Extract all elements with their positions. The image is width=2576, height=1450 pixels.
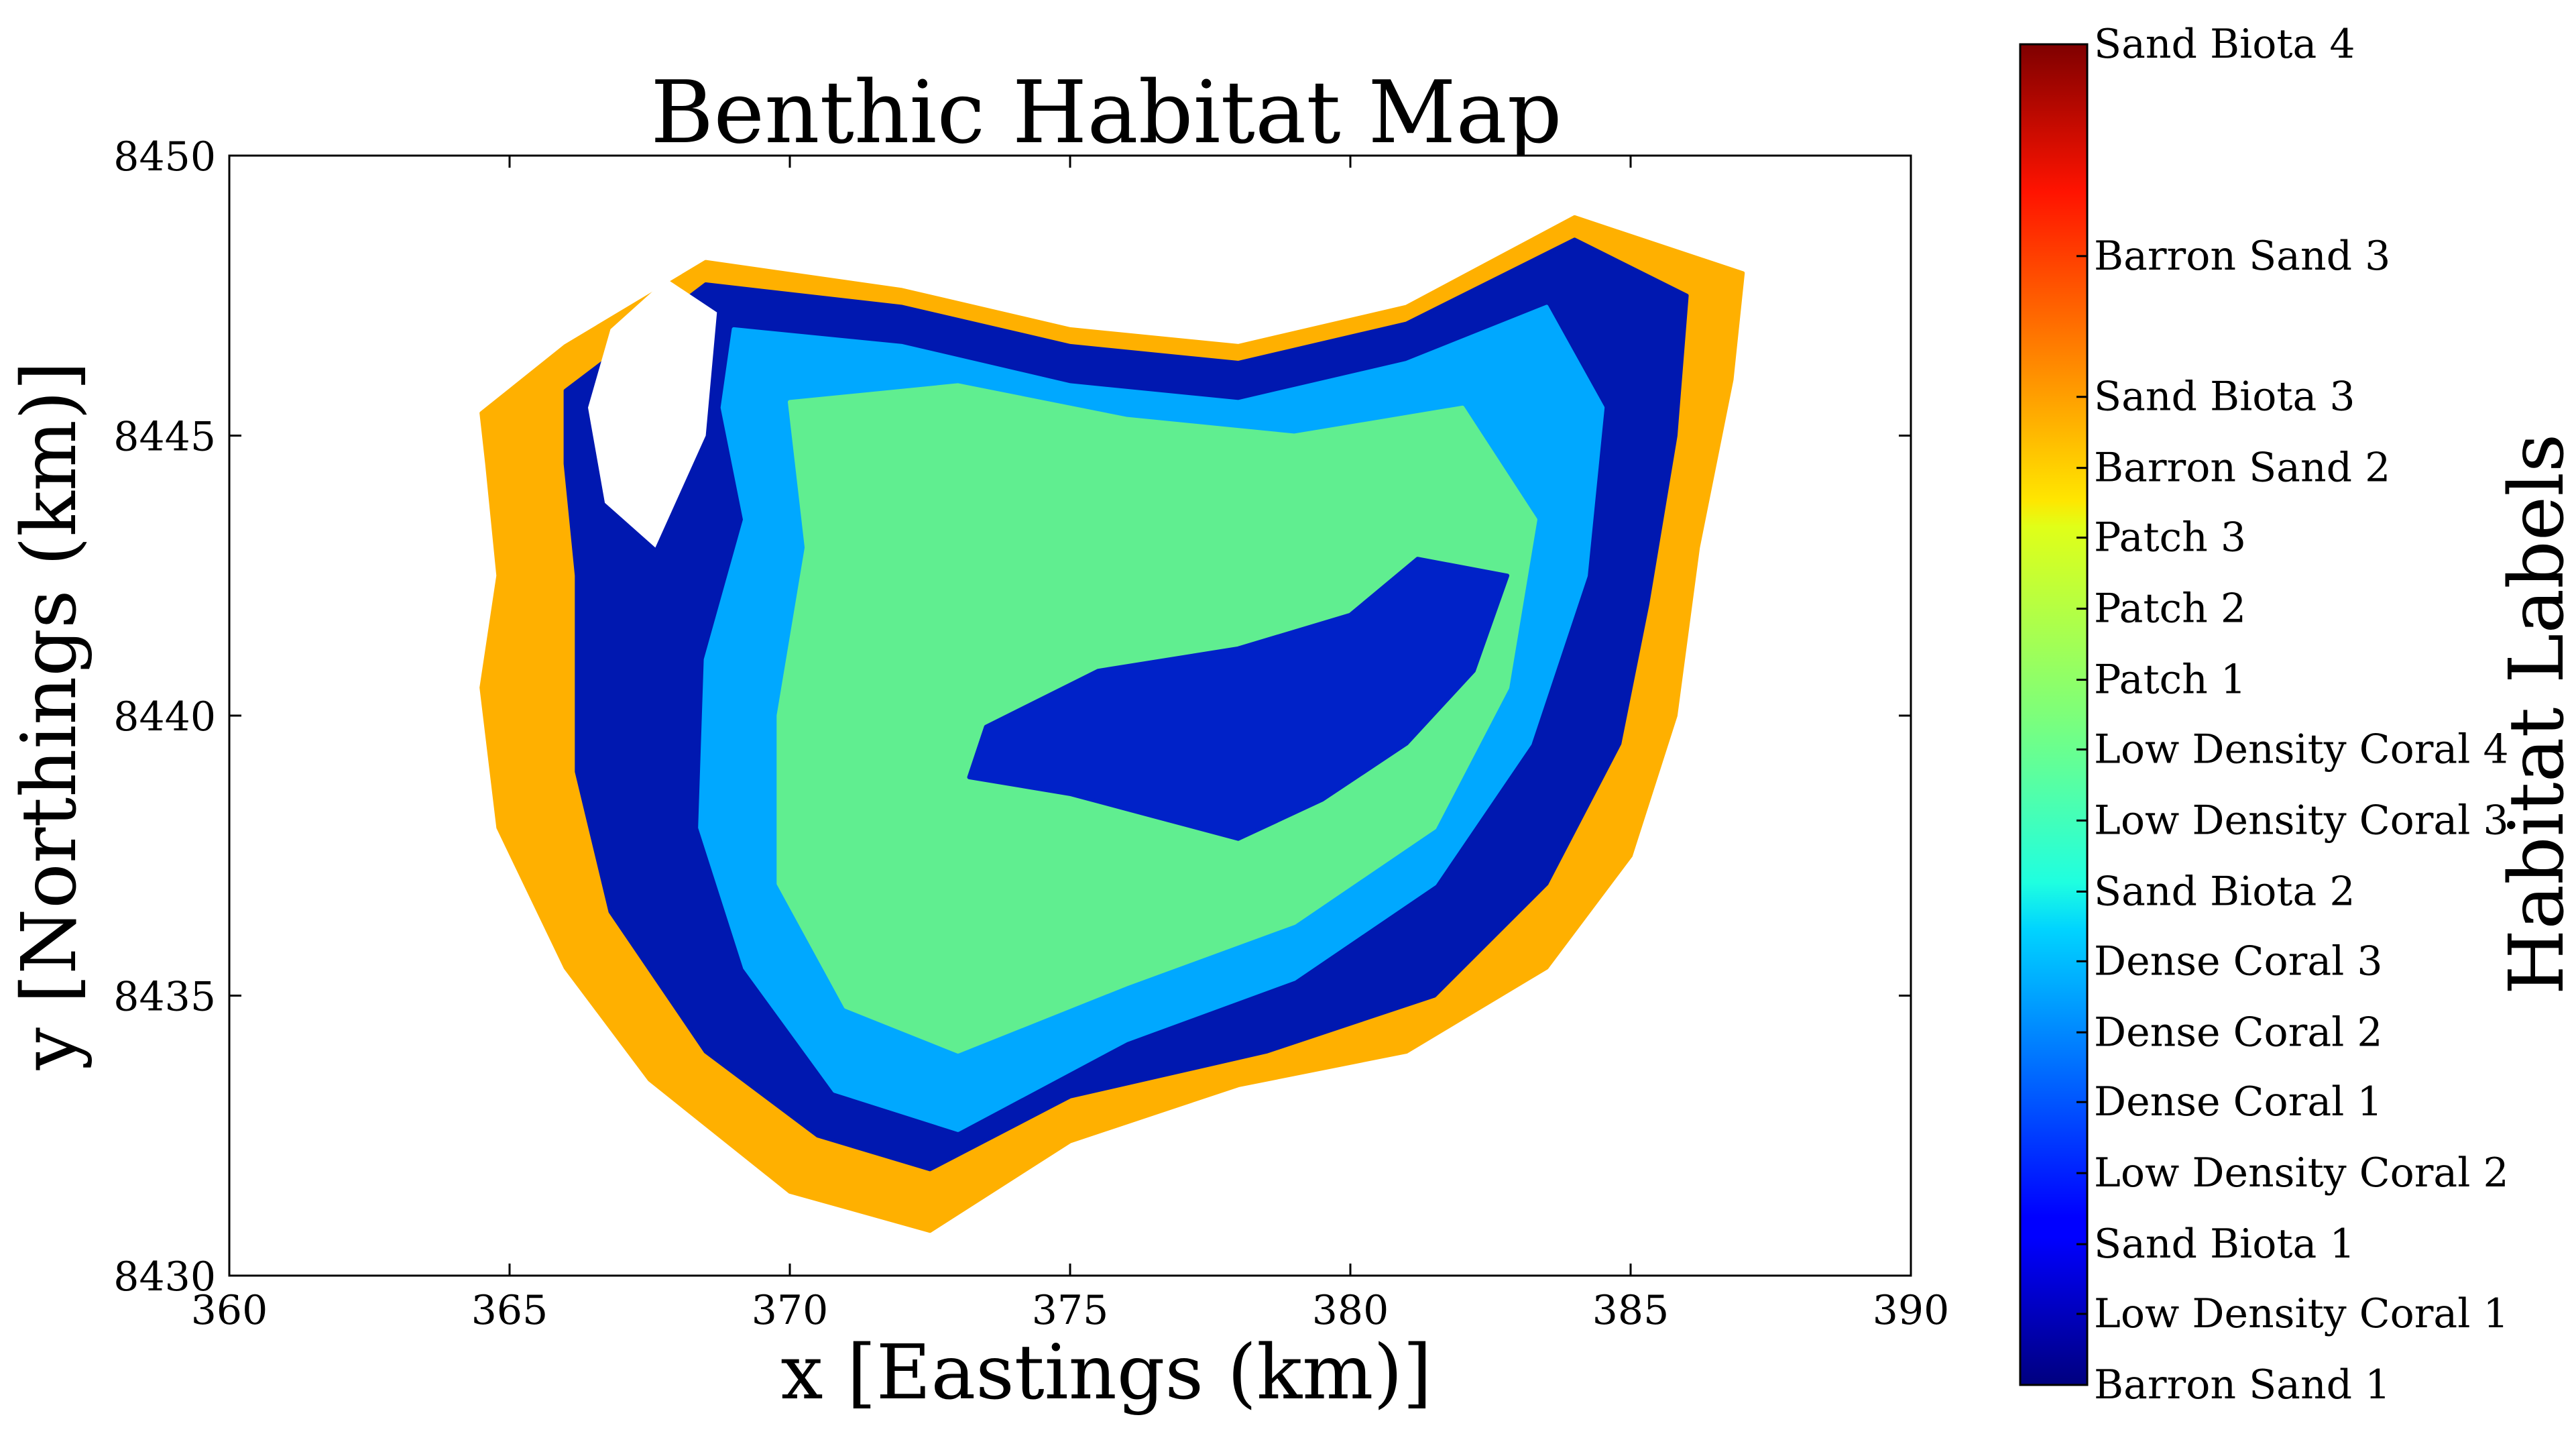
colorbar-label: Dense Coral 1 bbox=[2094, 1078, 2383, 1125]
colorbar-label: Dense Coral 3 bbox=[2094, 938, 2383, 985]
colorbar-label: Low Density Coral 2 bbox=[2094, 1150, 2509, 1196]
colorbar-label: Patch 3 bbox=[2094, 514, 2246, 561]
colorbar-label: Dense Coral 2 bbox=[2094, 1009, 2383, 1056]
x-tick-label: 370 bbox=[752, 1287, 829, 1334]
colorbar-label: Sand Biota 4 bbox=[2094, 21, 2355, 68]
x-tick-label: 385 bbox=[1592, 1287, 1670, 1334]
colorbar-label: Low Density Coral 4 bbox=[2094, 726, 2509, 773]
y-tick-label: 8445 bbox=[113, 414, 216, 461]
colorbar-label: Low Density Coral 3 bbox=[2094, 797, 2509, 844]
colorbar-title: Habitat Labels bbox=[2494, 434, 2576, 995]
colorbar-labels: Barron Sand 1 Low Density Coral 1 Sand Bio… bbox=[2076, 21, 2509, 1408]
colorbar bbox=[2019, 43, 2089, 1386]
chart-title: Benthic Habitat Map bbox=[650, 63, 1562, 163]
colorbar-label: Sand Biota 3 bbox=[2094, 374, 2355, 421]
habitat-regions bbox=[479, 215, 1745, 1233]
colorbar-label: Patch 1 bbox=[2094, 657, 2246, 704]
x-tick-label: 360 bbox=[191, 1287, 268, 1334]
y-tick-label: 8430 bbox=[113, 1253, 216, 1300]
region-inner-low-density-core bbox=[967, 557, 1510, 841]
colorbar-label: Barron Sand 3 bbox=[2094, 233, 2390, 280]
x-tick-label: 375 bbox=[1032, 1287, 1109, 1334]
y-axis-label: y [Northings (km)] bbox=[6, 361, 93, 1071]
colorbar-label: Barron Sand 2 bbox=[2094, 445, 2390, 492]
x-tick-label: 365 bbox=[471, 1287, 548, 1334]
colorbar-label: Sand Biota 1 bbox=[2094, 1221, 2355, 1268]
colorbar-label: Patch 2 bbox=[2094, 585, 2246, 632]
colorbar-label: Barron Sand 1 bbox=[2094, 1361, 2390, 1408]
x-tick-label: 390 bbox=[1873, 1287, 1950, 1334]
y-tick-label: 8440 bbox=[113, 693, 216, 740]
y-axis-ticks: 8430 8435 8440 8445 8450 bbox=[113, 133, 1911, 1300]
x-axis-label: x [Eastings (km)] bbox=[780, 1329, 1431, 1416]
colorbar-label: Sand Biota 2 bbox=[2094, 868, 2355, 915]
y-tick-label: 8435 bbox=[113, 974, 216, 1021]
void-northwest-gap bbox=[588, 278, 717, 548]
x-axis-ticks: 360 365 370 375 380 385 390 bbox=[191, 156, 1950, 1334]
colorbar-label: Low Density Coral 1 bbox=[2094, 1290, 2509, 1337]
x-tick-label: 380 bbox=[1312, 1287, 1389, 1334]
y-tick-label: 8450 bbox=[113, 133, 216, 180]
